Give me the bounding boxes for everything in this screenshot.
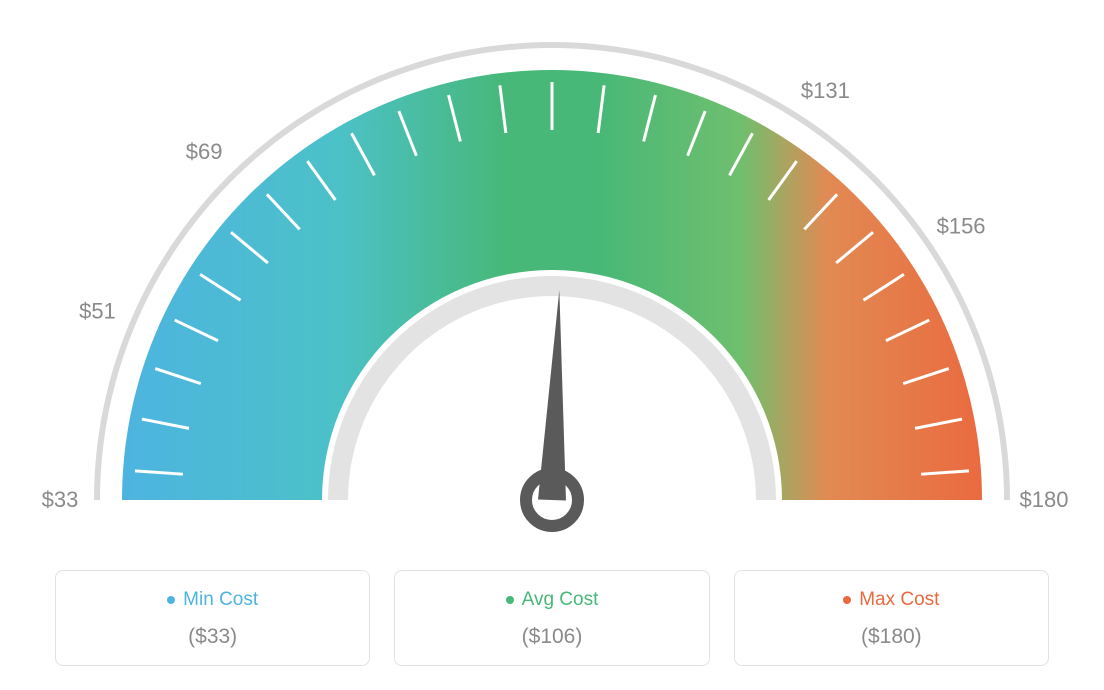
legend-title-avg: Avg Cost — [506, 589, 599, 611]
legend-title-max: Max Cost — [843, 589, 939, 611]
gauge-svg: $33$51$69$106$131$156$180 — [22, 20, 1082, 560]
gauge-tick-label: $131 — [801, 78, 850, 103]
gauge-tick-label: $69 — [186, 139, 223, 164]
dot-icon — [167, 596, 175, 604]
legend-card-max: Max Cost ($180) — [734, 570, 1049, 666]
gauge-tick-label: $156 — [937, 214, 986, 239]
gauge-chart: $33$51$69$106$131$156$180 — [20, 20, 1084, 560]
dot-icon — [506, 596, 514, 604]
legend-row: Min Cost ($33) Avg Cost ($106) Max Cost … — [20, 570, 1084, 666]
legend-value-min: ($33) — [66, 625, 359, 649]
legend-value-avg: ($106) — [405, 625, 698, 649]
legend-value-max: ($180) — [745, 625, 1038, 649]
legend-card-min: Min Cost ($33) — [55, 570, 370, 666]
gauge-tick-label: $33 — [42, 487, 79, 512]
legend-card-avg: Avg Cost ($106) — [394, 570, 709, 666]
legend-label: Max Cost — [859, 589, 939, 611]
legend-title-min: Min Cost — [167, 589, 258, 611]
legend-label: Avg Cost — [522, 589, 599, 611]
legend-label: Min Cost — [183, 589, 258, 611]
dot-icon — [843, 596, 851, 604]
gauge-tick-label: $180 — [1020, 487, 1069, 512]
gauge-tick-label: $51 — [79, 299, 116, 324]
